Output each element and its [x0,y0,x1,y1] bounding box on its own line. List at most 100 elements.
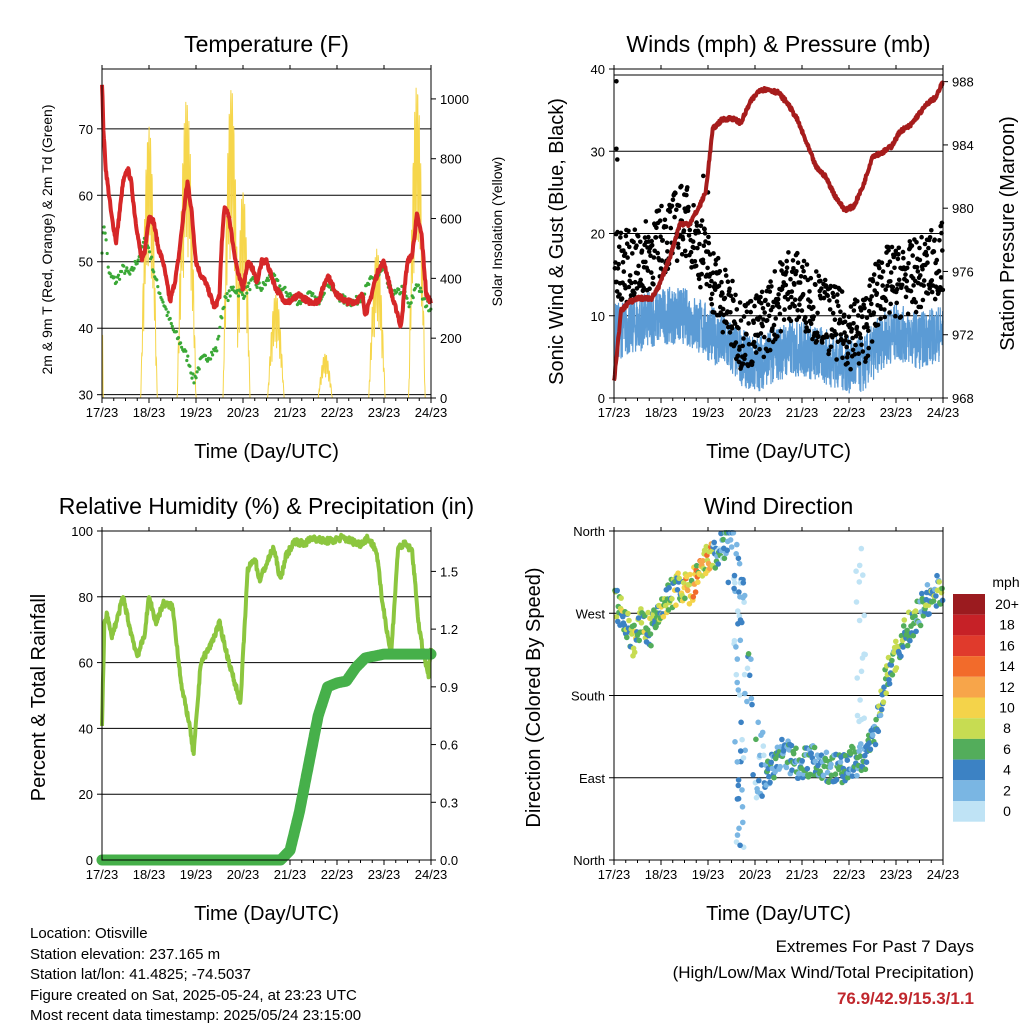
gust-point [618,235,623,240]
dewpoint-point [160,298,164,302]
gust-point [811,314,816,319]
gust-point [701,243,707,248]
gust-point [788,318,794,324]
gust-point [929,278,935,283]
gust-point [837,317,843,323]
gust-point [656,208,662,213]
gust-point [638,277,643,283]
gust-point [632,290,637,296]
direction-point [734,541,740,548]
direction-point [853,568,859,574]
gust-point [834,357,839,362]
gust-point [797,302,802,308]
gust-series [612,79,946,372]
direction-point [674,587,681,593]
humidity-xtick-label: 19/23 [180,867,213,882]
dewpoint-point [266,278,271,282]
gust-point [738,318,744,323]
direction-point [624,634,630,641]
direction-point [648,642,654,649]
direction-point [907,637,913,644]
gust-point [800,264,805,270]
gust-point [903,272,908,277]
gust-point [904,278,910,284]
direction-point [676,575,682,582]
gust-point [698,223,704,229]
winds-ytick-label: 20 [591,227,605,242]
gust-point [856,361,862,366]
gust-point [827,307,833,312]
direction-point [872,741,879,748]
direction-xtick-label: 20/23 [739,867,772,882]
humidity-title: Relative Humidity (%) & Precipitation (i… [59,493,474,519]
direction-point [690,594,697,600]
direction-point [768,759,774,766]
gust-point [906,261,911,266]
gust-point [887,310,892,315]
gust-point [822,277,828,283]
direction-point [888,662,895,668]
direction-xtick-label: 21/23 [786,867,819,882]
dewpoint-point [180,345,184,349]
direction-point [910,632,917,639]
legend-swatch [953,614,985,636]
gust-point [883,298,889,304]
gust-point [665,249,670,254]
direction-xtick-label: 19/23 [692,867,725,882]
dewpoint-point [102,225,106,229]
winds-ytick-label: 10 [591,309,605,324]
gust-point [730,278,735,284]
gust-point [917,245,922,251]
gust-point [708,296,714,302]
gust-point [643,259,648,265]
direction-point [771,774,777,781]
gust-point [858,335,863,341]
dewpoint-point [297,299,302,303]
dewpoint-point [397,287,401,292]
pressure-line [612,80,945,382]
gust-point [670,197,676,203]
gust-point [925,260,930,266]
gust-point [801,258,807,264]
gust-point [741,336,746,341]
direction-point [735,687,742,693]
legend-label: 8 [1003,720,1011,736]
direction-point [735,555,742,562]
dewpoint-point [179,341,183,345]
dewpoint-point [225,292,229,296]
dewpoint-point [419,290,424,294]
direction-point [808,750,814,757]
gust-point [622,251,628,256]
gust-point [717,269,723,274]
dewpoint-point [234,291,238,295]
direction-point [936,579,942,585]
gust-point [690,239,696,244]
direction-point [728,544,735,550]
gust-point [855,313,861,318]
legend-swatch [953,718,985,739]
gust-point [709,278,714,284]
gust-point [733,292,738,298]
gust-point [675,241,681,247]
gust-point [835,339,841,345]
gust-point [839,338,844,343]
gust-point [804,262,810,267]
gust-point [649,238,654,244]
direction-point [631,649,638,656]
gust-point [674,258,680,264]
dewpoint-point [132,266,136,270]
humidity-ytick-label: 20 [79,787,93,802]
direction-point [756,777,762,784]
direction-point [695,579,701,585]
direction-point [737,748,744,754]
direction-title: Wind Direction [704,493,854,519]
direction-point [625,610,631,617]
gust-point [750,360,755,365]
gust-point [699,271,704,277]
direction-point [737,594,743,600]
humidity-y2tick-label: 0.0 [440,853,458,868]
gust-point [735,353,741,359]
direction-point [854,772,860,779]
direction-point [847,750,854,757]
direction-point [812,758,818,765]
